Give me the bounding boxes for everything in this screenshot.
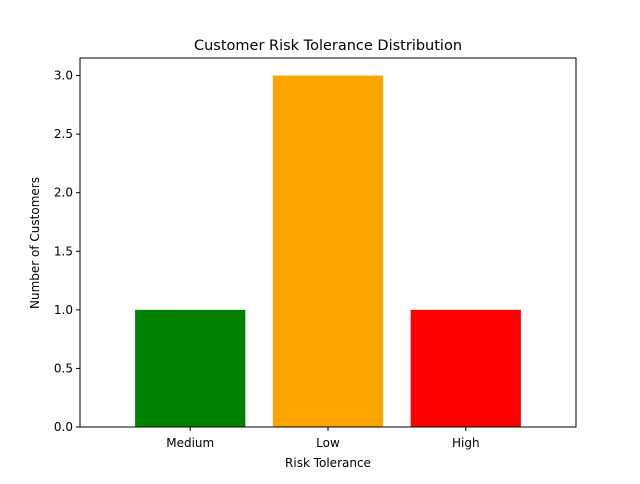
x-tick-label-high: High (452, 436, 480, 450)
x-tick-label-low: Low (316, 436, 340, 450)
y-tick-label: 1.0 (54, 303, 73, 317)
bar-high (410, 309, 521, 427)
y-tick-label: 2.0 (54, 186, 73, 200)
y-tick-label: 1.5 (54, 244, 73, 258)
x-axis: Medium Low High (166, 427, 480, 450)
y-axis: 0.0 0.5 1.0 1.5 2.0 2.5 3.0 (54, 69, 80, 434)
chart-title: Customer Risk Tolerance Distribution (194, 38, 462, 54)
plot-frame (79, 57, 577, 428)
x-tick-label-medium: Medium (166, 436, 214, 450)
x-axis-label: Risk Tolerance (285, 456, 371, 470)
bars-layer (135, 75, 521, 428)
y-axis-label: Number of Customers (28, 177, 42, 309)
y-tick-label: 0.0 (54, 420, 73, 434)
bar-medium (135, 309, 246, 427)
y-tick-label: 0.5 (54, 361, 73, 375)
bar-low (272, 75, 384, 428)
y-tick-label: 3.0 (54, 69, 73, 83)
y-tick-label: 2.5 (54, 127, 73, 141)
